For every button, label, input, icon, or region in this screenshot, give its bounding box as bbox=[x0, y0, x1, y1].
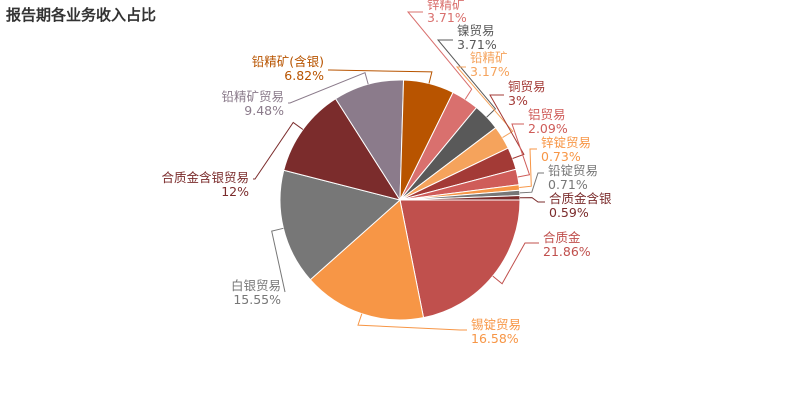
leader-line-4 bbox=[253, 121, 304, 180]
slice-label-value-3: 15.55% bbox=[233, 292, 281, 307]
slice-label-name-14: 合质金含银 bbox=[549, 191, 612, 206]
slice-label-value-1: 21.86% bbox=[543, 244, 591, 259]
slice-label-name-6: 铅精矿(含银) bbox=[252, 54, 324, 69]
leader-line-10 bbox=[489, 94, 525, 159]
slice-label-value-13: 0.71% bbox=[548, 177, 588, 192]
slice-label-name-5: 铅精矿贸易 bbox=[221, 89, 284, 104]
leader-line-5 bbox=[288, 72, 369, 104]
slice-label-name-13: 铅锭贸易 bbox=[548, 163, 598, 178]
slice-label-name-4: 合质金含银贸易 bbox=[161, 170, 249, 185]
slice-label-value-4: 12% bbox=[221, 184, 249, 199]
leader-line-3 bbox=[271, 227, 286, 293]
leader-line-2 bbox=[357, 313, 467, 331]
leader-line-7 bbox=[406, 11, 473, 100]
slice-label-value-9: 3.17% bbox=[470, 64, 510, 79]
slice-label-value-6: 6.82% bbox=[284, 68, 324, 83]
pie-slice-3 bbox=[279, 169, 402, 281]
slice-label-value-11: 2.09% bbox=[528, 121, 568, 136]
slice-label-name-9: 铅精矿 bbox=[470, 50, 508, 65]
pie-slice-14 bbox=[399, 195, 521, 201]
pie-slice-2 bbox=[309, 199, 425, 321]
slice-label-name-2: 锡锭贸易 bbox=[471, 317, 521, 332]
slice-label-value-5: 9.48% bbox=[244, 103, 284, 118]
slice-label-name-11: 铝贸易 bbox=[528, 107, 566, 122]
leader-line-9 bbox=[455, 66, 514, 139]
slice-label-value-8: 3.71% bbox=[457, 37, 497, 52]
slice-label-name-10: 铜贸易 bbox=[508, 79, 546, 94]
leader-line-13 bbox=[519, 172, 544, 194]
slice-label-value-12: 0.73% bbox=[541, 149, 581, 164]
slice-label-name-12: 锌锭贸易 bbox=[541, 135, 591, 150]
leader-line-6 bbox=[328, 69, 433, 84]
chart-title: 报告期各业务收入占比 bbox=[6, 6, 157, 24]
pie-slice-1 bbox=[399, 199, 521, 319]
leader-line-11 bbox=[511, 123, 531, 178]
slice-label-value-2: 16.58% bbox=[471, 331, 519, 346]
leader-line-8 bbox=[436, 39, 497, 118]
slice-label-value-14: 0.59% bbox=[549, 205, 589, 220]
leader-line-1 bbox=[492, 242, 539, 285]
slice-label-name-7: 锌精矿 bbox=[427, 0, 465, 12]
leader-line-12 bbox=[519, 148, 537, 188]
slice-label-value-7: 3.71% bbox=[427, 10, 467, 25]
slice-label-name-1: 合质金 bbox=[543, 230, 581, 245]
slice-label-name-8: 镍贸易 bbox=[457, 23, 495, 38]
leader-line-14 bbox=[519, 197, 545, 203]
slice-label-value-10: 3% bbox=[508, 93, 528, 108]
slice-label-name-3: 白银贸易 bbox=[231, 278, 281, 293]
